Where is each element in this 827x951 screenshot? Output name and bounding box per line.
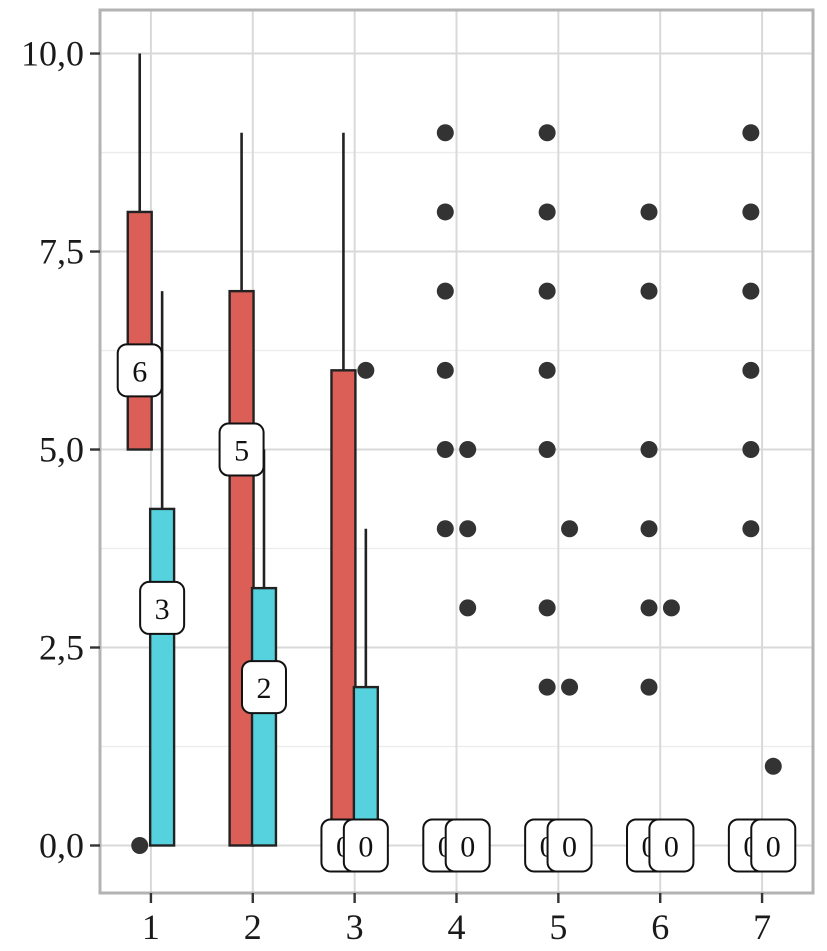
- x-tick-label: 5: [549, 907, 567, 947]
- x-tick-label: 3: [346, 907, 364, 947]
- x-axis: 1 2 3 4 5 6 7: [142, 893, 771, 947]
- median-label: 3: [139, 580, 186, 635]
- outlier-point: [538, 124, 556, 142]
- median-label-text: 3: [155, 593, 170, 626]
- outlier-point: [640, 203, 658, 221]
- y-tick-label: 2,5: [39, 628, 84, 668]
- median-label: 0: [648, 818, 695, 873]
- outlier-point: [436, 441, 454, 459]
- median-label-text: 0: [664, 830, 679, 863]
- y-tick-label: 5,0: [39, 430, 84, 470]
- outlier-point: [742, 282, 760, 300]
- outlier-point: [436, 361, 454, 379]
- outlier-point: [131, 836, 149, 854]
- outlier-point: [742, 124, 760, 142]
- median-label-text: 5: [234, 435, 249, 468]
- box-body: [330, 369, 357, 847]
- median-label: 2: [240, 660, 287, 715]
- outlier-point: [538, 361, 556, 379]
- outlier-point: [538, 678, 556, 696]
- box-body: [228, 289, 255, 847]
- median-label-box: [342, 818, 389, 873]
- y-tick-label: 0,0: [39, 825, 84, 865]
- x-tick-label: 6: [651, 907, 669, 947]
- y-tick-label: 7,5: [39, 232, 84, 272]
- median-label: 0: [750, 818, 797, 873]
- x-tick-label: 2: [244, 907, 262, 947]
- outlier-point: [742, 361, 760, 379]
- median-label-text: 0: [358, 830, 373, 863]
- median-label-text: 6: [132, 355, 147, 388]
- outlier-point: [561, 678, 579, 696]
- median-label-box: [139, 580, 186, 635]
- x-tick-label: 4: [448, 907, 466, 947]
- median-label: 0: [342, 818, 389, 873]
- median-label: 5: [218, 422, 265, 477]
- y-axis: 0,0 2,5 5,0 7,5 10,0: [21, 34, 100, 865]
- box-body: [126, 210, 153, 451]
- outlier-point: [640, 599, 658, 617]
- outlier-point: [436, 282, 454, 300]
- x-tick-label: 7: [753, 907, 771, 947]
- outlier-point: [764, 757, 782, 775]
- outlier-point: [538, 282, 556, 300]
- outlier-point: [742, 520, 760, 538]
- outlier-point: [357, 361, 375, 379]
- median-label: 0: [546, 818, 593, 873]
- box-red-3: [330, 132, 357, 847]
- outlier-point: [459, 520, 477, 538]
- median-label-box: [444, 818, 491, 873]
- outlier-point: [538, 441, 556, 459]
- outlier-point: [640, 520, 658, 538]
- outlier-point: [538, 599, 556, 617]
- outlier-point: [436, 520, 454, 538]
- outlier-point: [742, 441, 760, 459]
- x-tick-label: 1: [142, 907, 160, 947]
- outlier-point: [561, 520, 579, 538]
- outlier-point: [436, 203, 454, 221]
- y-tick-label: 10,0: [21, 34, 84, 74]
- median-label-box: [546, 818, 593, 873]
- median-label-text: 0: [562, 830, 577, 863]
- outlier-point: [459, 441, 477, 459]
- median-label: 6: [116, 343, 163, 398]
- median-label-box: [240, 660, 287, 715]
- outlier-points-layer: [131, 124, 782, 854]
- median-label-box: [648, 818, 695, 873]
- outlier-point: [640, 441, 658, 459]
- box-body: [250, 586, 278, 847]
- outlier-point: [662, 599, 680, 617]
- outlier-point: [640, 678, 658, 696]
- median-label-box: [750, 818, 797, 873]
- box-teal-3: [352, 528, 380, 847]
- median-label-text: 0: [460, 830, 475, 863]
- outlier-point: [538, 203, 556, 221]
- median-labels-layer: 63520000000000: [116, 343, 797, 873]
- outlier-point: [742, 203, 760, 221]
- median-label-box: [218, 422, 265, 477]
- median-label-text: 0: [766, 830, 781, 863]
- outlier-point: [640, 282, 658, 300]
- median-label: 0: [444, 818, 491, 873]
- median-label-text: 2: [256, 672, 271, 705]
- median-label-box: [116, 343, 163, 398]
- outlier-point: [436, 124, 454, 142]
- box-body: [148, 507, 176, 847]
- outlier-point: [459, 599, 477, 617]
